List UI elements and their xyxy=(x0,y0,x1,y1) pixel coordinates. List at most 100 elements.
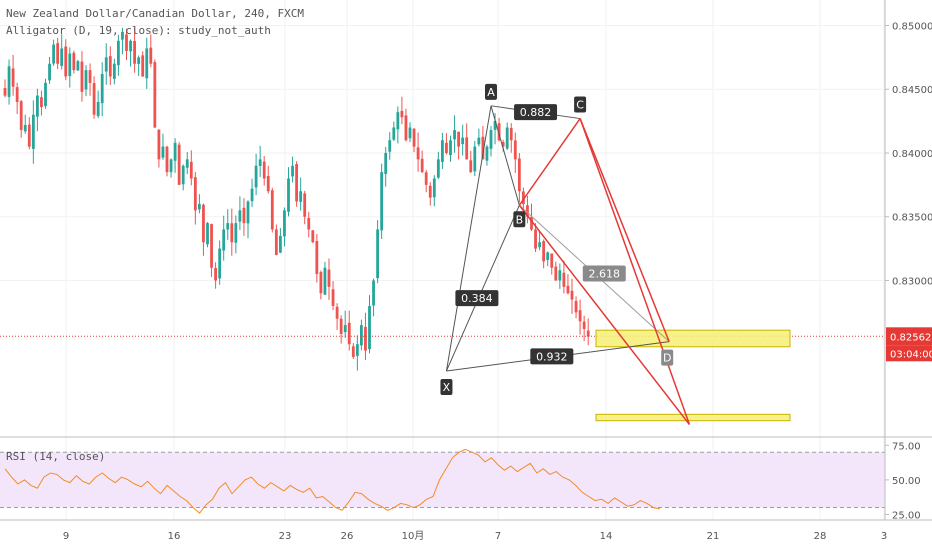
candle-body xyxy=(100,73,104,104)
time-tick-label: 10月 xyxy=(402,530,425,542)
candle-body xyxy=(526,205,529,217)
candle-body xyxy=(436,159,440,178)
candle-body xyxy=(64,46,68,77)
candle-body xyxy=(364,326,367,351)
candle-body xyxy=(153,62,157,128)
rsi-band xyxy=(0,452,885,508)
prz-zone xyxy=(595,329,791,348)
candle-body xyxy=(586,330,590,337)
ratio-label-box xyxy=(514,104,558,121)
candle-body xyxy=(449,140,452,156)
candle-body xyxy=(424,172,428,185)
candle-body xyxy=(485,146,489,161)
candle-body xyxy=(258,159,262,167)
candle-body xyxy=(360,325,363,346)
price-tick-label: 0.83000 xyxy=(892,276,932,287)
candle-body xyxy=(88,70,92,83)
candle-body xyxy=(457,131,460,147)
candle-body xyxy=(351,346,355,357)
candle-body xyxy=(530,216,533,230)
candle-body xyxy=(19,101,23,131)
candle-body xyxy=(432,178,436,198)
candle-body xyxy=(412,128,416,147)
pattern-projection xyxy=(518,204,691,425)
candle-body xyxy=(347,322,351,345)
candle-body xyxy=(254,165,258,188)
candle-body xyxy=(202,204,205,243)
current-price-tag xyxy=(886,327,932,346)
time-tick-label: 26 xyxy=(341,531,354,542)
candle-body xyxy=(27,124,31,147)
pattern-projection xyxy=(579,118,691,425)
time-tick-label: 28 xyxy=(814,531,827,542)
point-label-x: X xyxy=(443,381,451,394)
rsi-tick-label: 75.00 xyxy=(892,441,921,452)
candle-body xyxy=(80,61,84,92)
candle-body xyxy=(141,55,145,77)
candle-body xyxy=(72,52,76,71)
candle-body xyxy=(522,191,525,204)
candle-body xyxy=(477,137,481,145)
candle-body xyxy=(266,175,270,192)
price-tick-label: 0.84000 xyxy=(892,149,932,160)
candle-body xyxy=(96,101,100,117)
candle-body xyxy=(513,140,517,160)
candle-body xyxy=(242,207,246,224)
candle-body xyxy=(416,147,420,160)
candle-body xyxy=(3,88,7,96)
candle-body xyxy=(517,158,521,192)
ratio-label: 0.882 xyxy=(520,106,552,119)
pattern-leg xyxy=(579,118,670,342)
price-tick-label: 0.85000 xyxy=(892,21,932,32)
ratio-label-box xyxy=(455,290,499,307)
candle-body xyxy=(68,53,72,76)
candle-body xyxy=(238,210,242,222)
point-label-box xyxy=(485,83,497,100)
candle-body xyxy=(7,66,11,97)
study-legend: Alligator (D, 19, close): study_not_auth xyxy=(6,24,271,37)
candle-body xyxy=(121,31,124,40)
candle-body xyxy=(546,252,550,261)
pattern-leg xyxy=(518,118,581,206)
candle-body xyxy=(562,272,566,287)
candle-body xyxy=(218,248,222,279)
candle-body xyxy=(157,129,161,160)
candle-body xyxy=(339,318,343,335)
candle-body xyxy=(23,124,27,132)
candle-body xyxy=(76,61,80,71)
candle-body xyxy=(461,137,465,145)
candle-body xyxy=(31,114,35,149)
time-tick-label: 21 xyxy=(707,531,720,542)
candle-body xyxy=(380,172,384,231)
candle-body xyxy=(262,161,266,179)
candle-body xyxy=(185,159,189,168)
candle-body xyxy=(36,95,39,117)
candle-body xyxy=(287,178,290,212)
point-label-c: C xyxy=(576,99,584,112)
candle-body xyxy=(181,165,185,185)
candle-body xyxy=(189,161,193,179)
pattern-leg xyxy=(445,105,492,372)
candle-body xyxy=(40,97,43,108)
candle-body xyxy=(291,165,294,177)
time-tick-label: 9 xyxy=(63,531,69,542)
point-label-box xyxy=(574,96,587,113)
candle-body xyxy=(133,41,136,64)
candle-body xyxy=(509,127,513,141)
candle-body xyxy=(570,290,574,300)
candle-body xyxy=(505,127,509,149)
candle-body xyxy=(11,68,15,87)
candle-body xyxy=(177,144,181,185)
candle-body xyxy=(445,142,448,153)
candle-body xyxy=(15,87,19,102)
candle-body xyxy=(372,280,375,306)
candle-body xyxy=(295,164,298,202)
candle-body xyxy=(206,223,209,245)
ratio-label: 0.932 xyxy=(536,350,568,363)
candle-body xyxy=(368,305,371,350)
candle-body xyxy=(161,146,165,158)
candle-body xyxy=(501,142,505,147)
candle-body xyxy=(149,47,153,64)
